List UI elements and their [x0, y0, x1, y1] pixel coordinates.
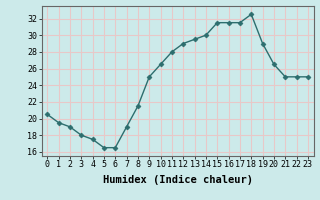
X-axis label: Humidex (Indice chaleur): Humidex (Indice chaleur)	[103, 175, 252, 185]
